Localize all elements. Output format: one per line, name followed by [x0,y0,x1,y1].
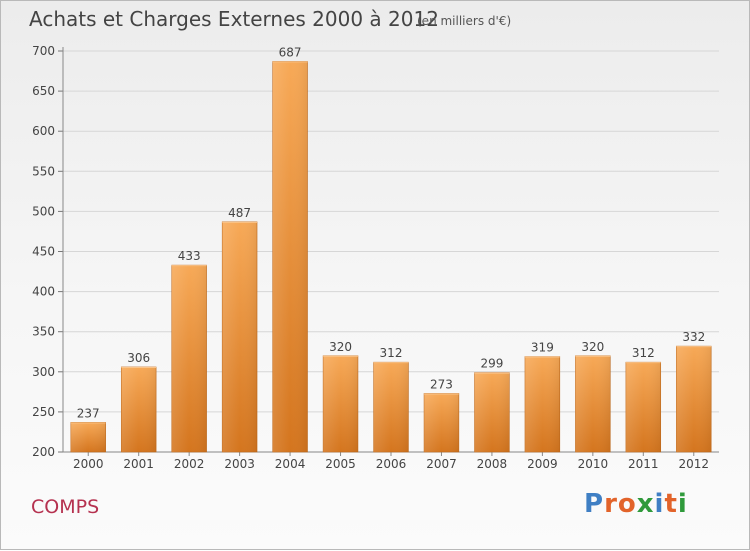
bar-shine-2003 [222,221,258,452]
bar-shine-2001 [121,366,157,452]
x-tick-label-2007: 2007 [426,457,457,471]
value-label-2004: 687 [279,45,302,59]
bar-shine-2005 [323,355,358,452]
logo-letter: o [617,489,637,519]
y-tick-label: 200 [32,445,55,459]
y-tick-label: 450 [32,245,55,259]
bar-shine-2006 [373,362,409,452]
proxiti-logo: Proxiti [584,489,688,519]
y-tick-label: 600 [32,124,55,138]
value-label-2008: 299 [480,357,503,371]
bar-shine-2011 [625,362,661,452]
logo-letter: i [654,489,665,519]
bar-shine-2000 [70,422,106,452]
value-label-2012: 332 [682,330,705,344]
y-tick-label: 500 [32,204,55,218]
logo-letter: i [677,489,688,519]
y-tick-label: 700 [32,44,55,58]
x-tick-label-2002: 2002 [174,457,205,471]
value-label-2007: 273 [430,377,453,391]
x-tick-label-2004: 2004 [275,457,306,471]
bar-shine-2010 [575,355,611,452]
y-tick-label: 350 [32,325,55,339]
chart-unit: (en milliers d'€) [417,14,512,28]
x-tick-label-2011: 2011 [628,457,659,471]
logo-letter: P [584,489,605,519]
bar-shine-2004 [272,61,308,453]
logo-letter: x [636,489,655,519]
y-tick-label: 650 [32,84,55,98]
y-tick-label: 300 [32,365,55,379]
value-label-2002: 433 [178,249,201,263]
value-label-2009: 319 [531,341,554,355]
value-label-2010: 320 [581,340,604,354]
x-tick-label-2008: 2008 [477,457,508,471]
x-tick-label-2006: 2006 [376,457,407,471]
bars [70,61,712,453]
y-tick-label: 250 [32,405,55,419]
x-tick-label-2009: 2009 [527,457,558,471]
x-tick-label-2000: 2000 [73,457,104,471]
y-tick-label: 550 [32,164,55,178]
x-tick-label-2012: 2012 [678,457,709,471]
x-tick-label-2005: 2005 [325,457,356,471]
commune-name: COMPS [31,496,100,518]
value-label-2000: 237 [77,406,100,420]
x-tick-label-2010: 2010 [578,457,609,471]
x-tick-label-2003: 2003 [224,457,255,471]
labels: 200 250 300 350 400 450 500 550 600 650 700 237 2000… [32,44,709,471]
value-label-2003: 487 [228,206,251,220]
chart-title: Achats et Charges Externes 2000 à 2012 [29,7,439,31]
value-label-2001: 306 [127,351,150,365]
logo-letter: r [604,489,618,519]
logo-letter: t [664,489,678,519]
bar-shine-2012 [676,346,712,452]
value-label-2011: 312 [632,346,655,360]
x-tick-label-2001: 2001 [123,457,154,471]
value-label-2005: 320 [329,340,352,354]
y-tick-label: 400 [32,285,55,299]
value-label-2006: 312 [380,346,403,360]
bar-shine-2008 [474,372,510,452]
bar-shine-2007 [424,393,459,452]
bar-shine-2002 [171,265,207,452]
bar-shine-2009 [524,356,560,452]
